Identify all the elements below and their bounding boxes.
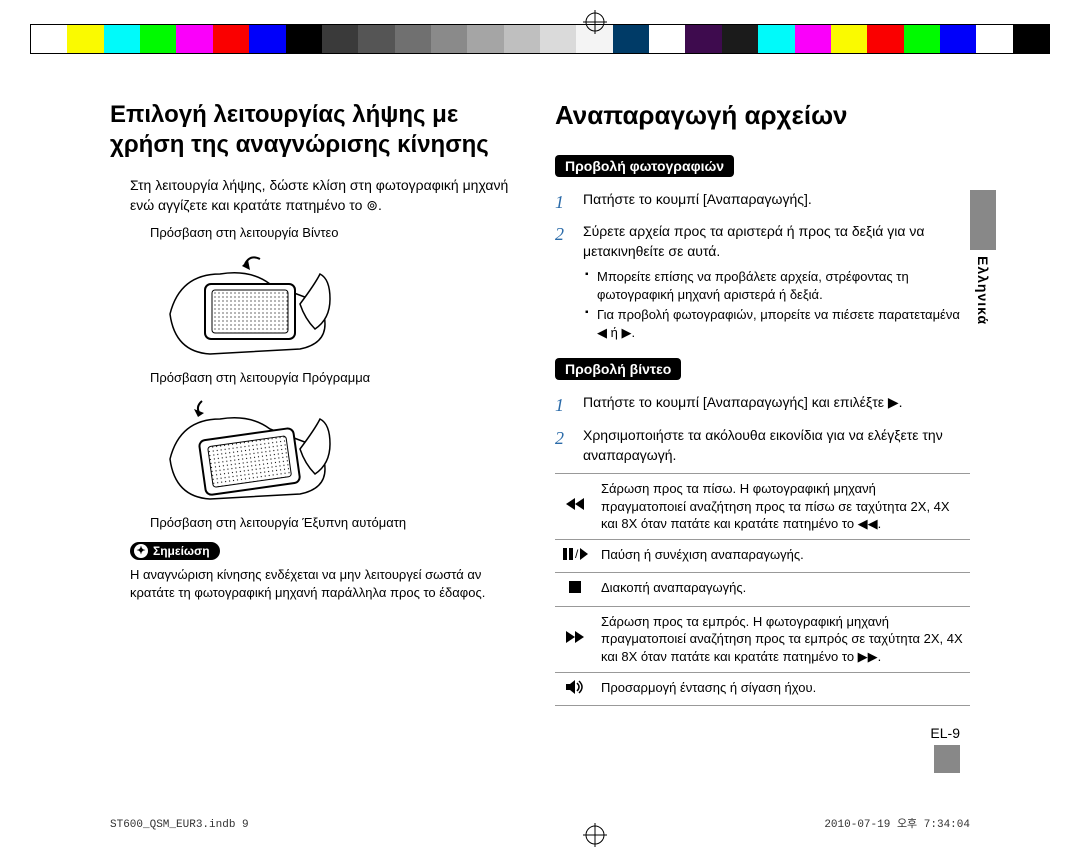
color-swatch — [540, 25, 576, 53]
svg-text:/: / — [575, 547, 579, 561]
page-number-area: EL-9 — [930, 725, 960, 773]
note-text: Η αναγνώριση κίνησης ενδέχεται να μην λε… — [130, 566, 515, 601]
icon-description: Διακοπή αναπαραγωγής. — [595, 573, 970, 607]
footer-filename: ST600_QSM_EUR3.indb 9 — [110, 819, 249, 831]
icon-description: Παύση ή συνέχιση αναπαραγωγής. — [595, 539, 970, 573]
color-swatch — [358, 25, 394, 53]
table-row: Προσαρμογή έντασης ή σίγαση ήχου. — [555, 672, 970, 706]
caption-program: Πρόσβαση στη λειτουργία Πρόγραμμα — [150, 370, 525, 385]
color-swatch — [395, 25, 431, 53]
caption-video: Πρόσβαση στη λειτουργία Βίντεο — [150, 225, 525, 240]
color-swatch — [286, 25, 322, 53]
registration-mark-icon — [583, 10, 607, 34]
bullet-item: Για προβολή φωτογραφιών, μπορείτε να πιέ… — [585, 306, 970, 342]
color-swatch — [649, 25, 685, 53]
camera-figure-2 — [150, 389, 525, 509]
color-swatch — [758, 25, 794, 53]
bullet-item: Μπορείτε επίσης να προβάλετε αρχεία, στρ… — [585, 268, 970, 304]
color-swatch — [322, 25, 358, 53]
language-label: Ελληνικά — [975, 256, 991, 325]
page-number-bar — [934, 745, 960, 773]
tab-block — [970, 190, 996, 250]
color-swatch — [722, 25, 758, 53]
table-row: Σάρωση προς τα πίσω. Η φωτογραφική μηχαν… — [555, 474, 970, 540]
rewind-icon — [555, 474, 595, 540]
color-swatch — [613, 25, 649, 53]
photo-bullets: Μπορείτε επίσης να προβάλετε αρχεία, στρ… — [585, 268, 970, 343]
left-column: Επιλογή λειτουργίας λήψης με χρήση της α… — [110, 100, 525, 781]
color-swatch — [140, 25, 176, 53]
color-swatch — [685, 25, 721, 53]
table-row: Σάρωση προς τα εμπρός. Η φωτογραφική μηχ… — [555, 606, 970, 672]
color-swatch — [67, 25, 103, 53]
color-swatch — [213, 25, 249, 53]
icon-description: Προσαρμογή έντασης ή σίγαση ήχου. — [595, 672, 970, 706]
video-step-2: 2 Χρησιμοποιήστε τα ακόλουθα εικονίδια γ… — [555, 425, 970, 466]
color-swatch — [249, 25, 285, 53]
caption-smart-auto: Πρόσβαση στη λειτουργία Έξυπνη αυτόματη — [150, 515, 525, 530]
color-swatch — [795, 25, 831, 53]
note-badge: ✦ Σημείωση — [130, 542, 220, 560]
section-photos: Προβολή φωτογραφιών — [555, 155, 734, 177]
section-video: Προβολή βίντεο — [555, 358, 681, 380]
color-swatch — [976, 25, 1012, 53]
photo-step-1: 1 Πατήστε το κουμπί [Αναπαραγωγής]. — [555, 189, 970, 215]
icon-description: Σάρωση προς τα πίσω. Η φωτογραφική μηχαν… — [595, 474, 970, 540]
table-row: Διακοπή αναπαραγωγής. — [555, 573, 970, 607]
right-column: Αναπαραγωγή αρχείων Προβολή φωτογραφιών … — [555, 100, 970, 781]
color-swatch — [940, 25, 976, 53]
color-swatch — [831, 25, 867, 53]
color-swatch — [904, 25, 940, 53]
icon-description: Σάρωση προς τα εμπρός. Η φωτογραφική μηχ… — [595, 606, 970, 672]
table-row: / Παύση ή συνέχιση αναπαραγωγής. — [555, 539, 970, 573]
color-swatch — [1013, 25, 1049, 53]
language-tab: Ελληνικά — [970, 190, 996, 325]
stop-icon — [555, 573, 595, 607]
left-intro: Στη λειτουργία λήψης, δώστε κλίση στη φω… — [130, 176, 515, 215]
color-swatch — [467, 25, 503, 53]
color-swatch — [431, 25, 467, 53]
color-swatch — [176, 25, 212, 53]
color-swatch — [867, 25, 903, 53]
registration-mark-icon — [583, 823, 607, 847]
volume-icon — [555, 672, 595, 706]
color-swatch — [504, 25, 540, 53]
color-swatch — [104, 25, 140, 53]
forward-icon — [555, 606, 595, 672]
pauseplay-icon: / — [555, 539, 595, 573]
right-heading: Αναπαραγωγή αρχείων — [555, 100, 970, 131]
footer-timestamp: 2010-07-19 오후 7:34:04 — [824, 815, 970, 831]
playback-icon-table: Σάρωση προς τα πίσω. Η φωτογραφική μηχαν… — [555, 473, 970, 706]
left-heading: Επιλογή λειτουργίας λήψης με χρήση της α… — [110, 100, 525, 160]
page-number: EL-9 — [930, 725, 960, 741]
color-swatch — [31, 25, 67, 53]
plus-icon: ✦ — [134, 544, 148, 558]
note-label: Σημείωση — [153, 544, 210, 558]
camera-figure-1 — [150, 244, 525, 364]
photo-step-2: 2 Σύρετε αρχεία προς τα αριστερά ή προς … — [555, 221, 970, 262]
video-step-1: 1 Πατήστε το κουμπί [Αναπαραγωγής] και ε… — [555, 392, 970, 418]
color-calibration-bar — [30, 24, 1050, 54]
page-content: Επιλογή λειτουργίας λήψης με χρήση της α… — [110, 100, 970, 781]
